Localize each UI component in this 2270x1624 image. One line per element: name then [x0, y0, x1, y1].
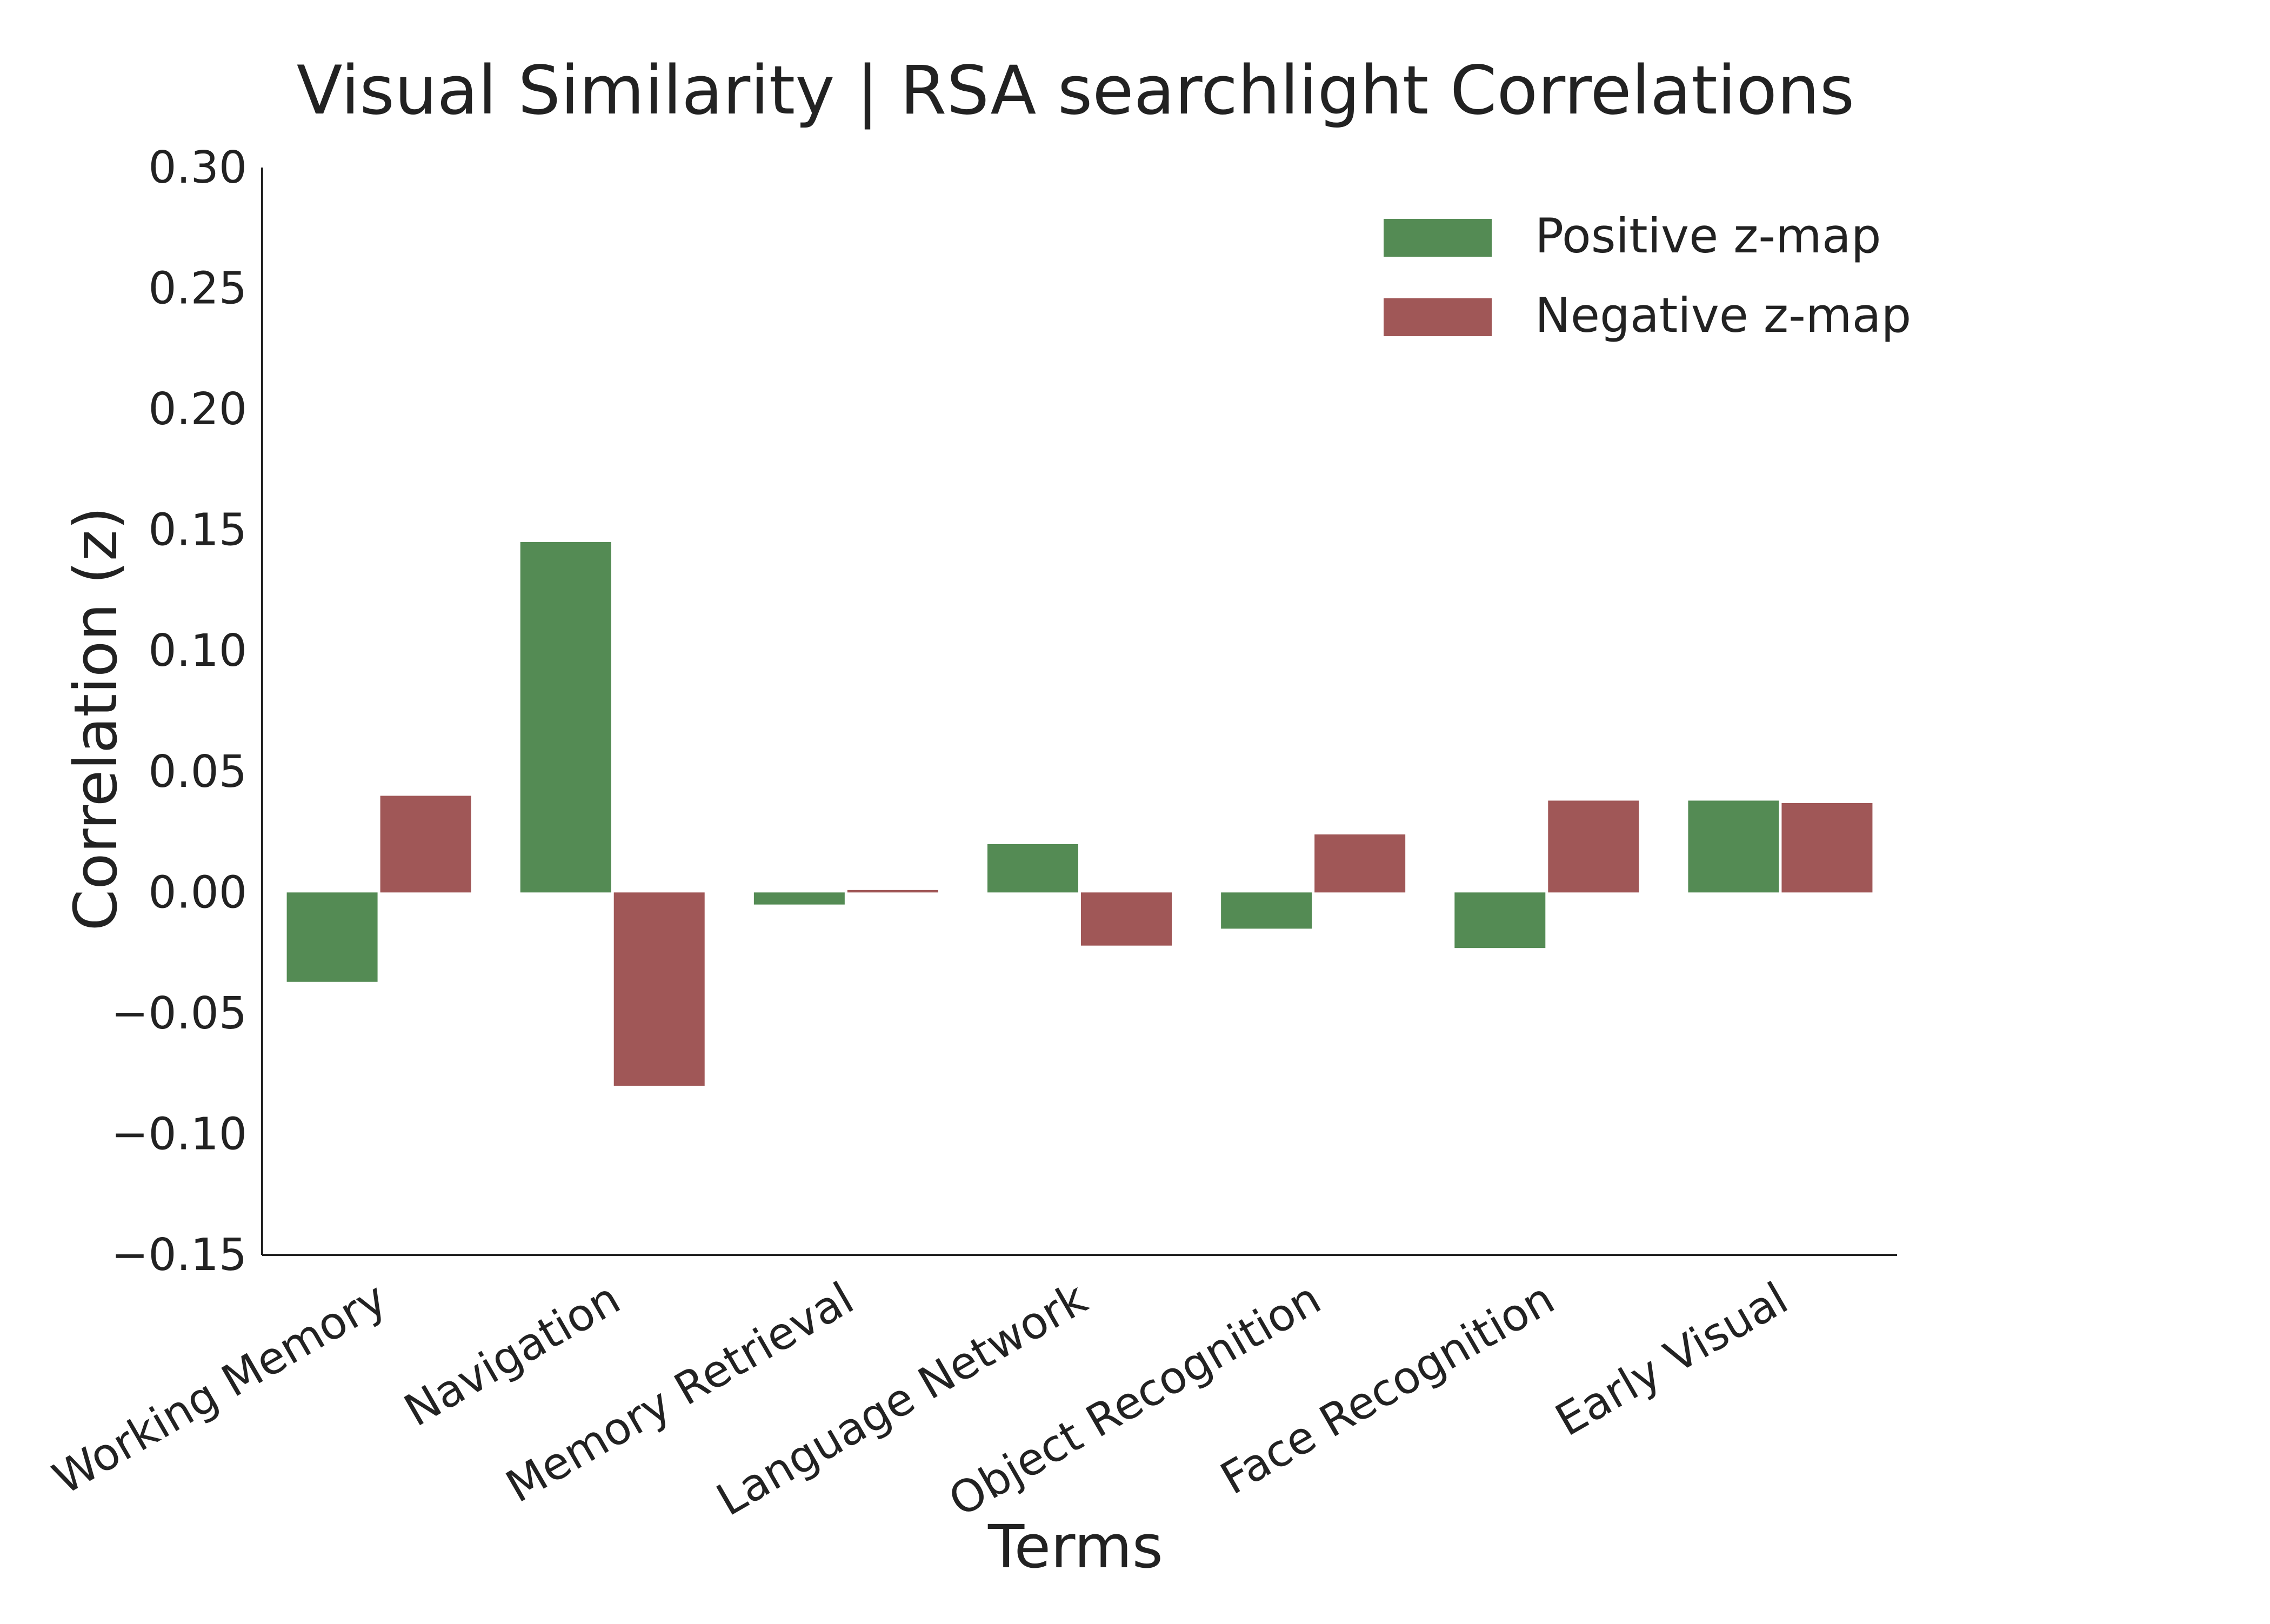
y-tick-label: 0.30 — [148, 142, 247, 193]
bars-group — [286, 542, 1873, 1086]
bar-negative — [613, 892, 705, 1086]
legend-swatch — [1384, 219, 1492, 257]
x-tick-label: Language Network — [708, 1273, 1096, 1526]
bar-negative — [1314, 834, 1406, 893]
bar-positive — [520, 542, 611, 893]
x-tick-label: Object Recognition — [940, 1273, 1330, 1527]
x-tick-label: Working Memory — [45, 1273, 396, 1505]
bar-positive — [987, 844, 1078, 893]
bar-negative — [847, 890, 938, 893]
bar-positive — [286, 892, 378, 982]
legend-label: Positive z-map — [1535, 208, 1881, 264]
x-axis-label: Terms — [987, 1512, 1163, 1581]
y-tick-label: 0.10 — [148, 625, 247, 677]
bar-negative — [1081, 892, 1172, 946]
y-tick-label: −0.05 — [111, 988, 247, 1039]
y-tick-label: 0.20 — [148, 384, 247, 435]
y-axis-label: Correlation (z) — [61, 506, 130, 931]
y-tick-label: −0.15 — [111, 1229, 247, 1281]
bar-negative — [1781, 803, 1873, 893]
y-tick-label: 0.00 — [148, 867, 247, 918]
bar-negative — [380, 796, 471, 893]
x-tick-label: Early Visual — [1547, 1273, 1797, 1446]
bar-positive — [1221, 892, 1312, 929]
legend: Positive z-map Negative z-map — [1384, 208, 1911, 343]
legend-label: Negative z-map — [1535, 288, 1911, 343]
bar-negative — [1548, 800, 1639, 893]
x-tick-label: Navigation — [396, 1273, 629, 1436]
y-tick-label: 0.25 — [148, 263, 247, 315]
legend-swatch — [1384, 298, 1492, 336]
y-ticks-group: −0.15 −0.10 −0.05 0.00 0.05 0.10 0.15 0.20 0.25 0… — [111, 142, 247, 1281]
chart-title: Visual Similarity | RSA searchlight Corr… — [297, 52, 1854, 130]
y-tick-label: −0.10 — [111, 1108, 247, 1160]
bar-positive — [753, 892, 845, 905]
y-tick-label: 0.15 — [148, 505, 247, 556]
bar-positive — [1688, 800, 1779, 893]
y-tick-label: 0.05 — [148, 746, 247, 798]
bar-positive — [1454, 892, 1546, 948]
